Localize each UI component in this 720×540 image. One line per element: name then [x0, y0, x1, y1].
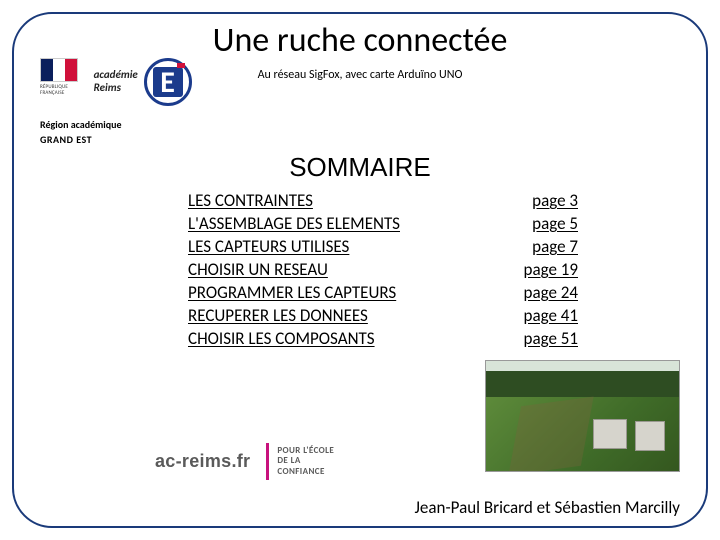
toc-label: PROGRAMMER LES CAPTEURS [188, 282, 396, 305]
toc-page: page 41 [524, 305, 578, 328]
education-nationale-icon: E [144, 58, 192, 106]
region-line2: GRAND EST [40, 133, 220, 146]
toc-label: CHOISIR UN RESEAU [188, 259, 328, 282]
toc-page: page 5 [532, 213, 578, 236]
toc-row[interactable]: RECUPERER LES DONNEES page 41 [188, 305, 578, 328]
page-title: Une ruche connectée [0, 20, 720, 61]
footer-logos: ac-reims.fr POUR L'ÉCOLE DE LA CONFIANCE [155, 443, 334, 480]
toc-row[interactable]: PROGRAMMER LES CAPTEURS page 24 [188, 282, 578, 305]
toc-row[interactable]: LES CONTRAINTES page 3 [188, 190, 578, 213]
authors: Jean-Paul Bricard et Sébastien Marcilly [415, 497, 680, 518]
toc-page: page 3 [532, 190, 578, 213]
toc-page: page 51 [524, 328, 578, 351]
logo-ac-reims: ac-reims.fr [155, 451, 250, 472]
toc-label: CHOISIR LES COMPOSANTS [188, 328, 375, 351]
rf-label: RÉPUBLIQUE FRANÇAISE [40, 84, 88, 96]
toc-page: page 7 [532, 236, 578, 259]
academie-text: académieReims [94, 68, 138, 94]
region-academique: Région académique GRAND EST [40, 118, 220, 146]
sommaire-heading: SOMMAIRE [0, 152, 720, 183]
beehive-photo [485, 360, 680, 472]
table-of-contents: LES CONTRAINTES page 3 L'ASSEMBLAGE DES … [188, 190, 578, 351]
toc-page: page 19 [524, 259, 578, 282]
toc-page: page 24 [524, 282, 578, 305]
logo-republique-francaise: RÉPUBLIQUE FRANÇAISE [40, 58, 88, 96]
toc-row[interactable]: L'ASSEMBLAGE DES ELEMENTS page 5 [188, 213, 578, 236]
toc-row[interactable]: LES CAPTEURS UTILISES page 7 [188, 236, 578, 259]
toc-label: LES CONTRAINTES [188, 190, 313, 213]
french-flag-icon [40, 58, 78, 82]
toc-row[interactable]: CHOISIR UN RESEAU page 19 [188, 259, 578, 282]
logo-ecole-confiance: POUR L'ÉCOLE DE LA CONFIANCE [266, 443, 334, 480]
logo-academie-reims: académieReims E [100, 58, 192, 106]
toc-label: RECUPERER LES DONNEES [188, 305, 368, 328]
region-line1: Région académique [40, 118, 220, 131]
header-logos: RÉPUBLIQUE FRANÇAISE académieReims E Rég… [40, 58, 220, 146]
toc-label: L'ASSEMBLAGE DES ELEMENTS [188, 213, 400, 236]
toc-row[interactable]: CHOISIR LES COMPOSANTS page 51 [188, 328, 578, 351]
ecole-line: CONFIANCE [277, 467, 334, 477]
toc-label: LES CAPTEURS UTILISES [188, 236, 349, 259]
